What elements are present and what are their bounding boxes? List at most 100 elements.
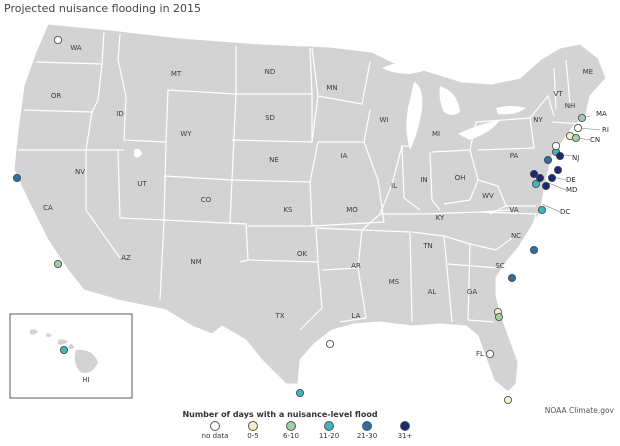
lake-erie [458,120,500,140]
state-label-vt: VT [553,90,563,98]
lake-ontario [496,106,526,115]
callout-cn: CN [590,136,600,144]
state-label-sd: SD [265,114,275,122]
state-label-ar: AR [351,262,361,270]
northeast-callout-labels: MA RI CN NJ DE MD DC [560,110,609,216]
station-marker-annapolis [536,173,545,182]
legend-label-21-30: 21-30 [356,432,378,440]
hawaii-islands [30,329,98,373]
station-marker-galveston [325,339,334,348]
state-label-ut: UT [137,180,147,188]
legend-label-no-data: no data [201,432,229,440]
state-label-mt: MT [171,70,182,78]
station-marker-baltimore [530,169,539,178]
station-marker-hawaii [60,345,69,354]
lake-superior [382,60,438,74]
state-label-ok: OK [297,250,308,258]
legend-dot-0-5 [248,421,258,431]
station-marker-key-west [503,395,512,404]
station-marker-gulf-fl [485,349,494,358]
state-label-hi: HI [82,376,89,384]
legend-label-6-10: 6-10 [283,432,299,440]
state-label-il: IL [391,182,397,190]
legend-dot-no-data [210,421,220,431]
callout-de: DE [566,176,576,184]
state-label-va: VA [509,206,518,214]
legend-item-31-plus: 31+ [380,421,430,440]
station-marker-seattle [54,36,63,45]
station-marker-mayport [494,312,503,321]
state-label-ms: MS [389,278,400,286]
legend-item-11-20: 11-20 [304,421,354,440]
state-label-nd: ND [265,68,276,76]
state-label-al: AL [428,288,437,296]
station-marker-corpus-christi [295,388,304,397]
contiguous-us-landmass [13,23,607,393]
map-title: Projected nuisance flooding in 2015 [4,2,202,15]
state-label-ca: CA [43,204,53,212]
legend-item-no-data: no data [190,421,240,440]
state-label-nv: NV [75,168,85,176]
credit-text: NOAA Climate.gov [544,406,614,415]
station-marker-los-angeles [54,259,63,268]
state-label-mi: MI [432,130,440,138]
legend-dot-6-10 [286,421,296,431]
legend-label-11-20: 11-20 [318,432,340,440]
station-marker-woods-hole [572,133,581,142]
station-marker-lewes [548,173,557,182]
station-marker-boston [578,114,587,123]
state-label-ne: NE [269,156,279,164]
state-borders [18,31,585,331]
state-label-ga: GA [467,288,477,296]
station-markers [12,36,587,404]
station-marker-charleston [507,273,516,282]
station-marker-nj-shore [556,151,565,160]
state-label-co: CO [201,196,212,204]
state-label-tn: TN [422,242,433,250]
state-label-ny: NY [533,116,543,124]
station-marker-cambridge [542,181,551,190]
station-marker-new-york [552,141,561,150]
station-marker-san-francisco [12,173,21,182]
lake-michigan [406,82,423,150]
lake-huron [439,86,460,115]
legend-dot-11-20 [324,421,334,431]
state-label-ia: IA [341,152,348,160]
state-label-nm: NM [190,258,201,266]
state-label-me: ME [583,68,593,76]
state-label-mo: MO [346,206,358,214]
state-label-in: IN [420,176,427,184]
state-label-oh: OH [455,174,466,182]
state-label-id: ID [116,110,123,118]
state-label-or: OR [51,92,62,100]
state-labels: WA OR ID MT WY ND SD NE MN IA WI MI NV C… [43,44,593,384]
state-label-mn: MN [326,84,337,92]
state-label-wi: WI [380,116,389,124]
legend-title: Number of days with a nuisance-level flo… [182,410,378,419]
legend-label-0-5: 0-5 [247,432,259,440]
station-marker-philadelphia [544,155,553,164]
state-label-nh: NH [565,102,576,110]
legend-item-6-10: 6-10 [266,421,316,440]
state-label-tx: TX [274,312,284,320]
state-label-fl: FL [476,350,484,358]
callout-ma: MA [596,110,607,118]
state-label-az: AZ [121,254,131,262]
state-label-wa: WA [70,44,82,52]
legend-dot-31-plus [400,421,410,431]
legend-label-31-plus: 31+ [397,432,413,440]
station-marker-dc [532,179,541,188]
station-marker-atlantic-city [554,165,563,174]
state-label-wv: WV [482,192,494,200]
callout-ri: RI [602,126,609,134]
legend-item-21-30: 21-30 [342,421,392,440]
state-label-pa: PA [510,152,519,160]
station-marker-norfolk [538,205,547,214]
state-label-ky: KY [436,214,445,222]
station-marker-wilmington [530,245,539,254]
great-salt-lake [134,148,142,158]
legend-dot-21-30 [362,421,372,431]
callout-dc: DC [560,208,570,216]
state-label-nc: NC [511,232,521,240]
